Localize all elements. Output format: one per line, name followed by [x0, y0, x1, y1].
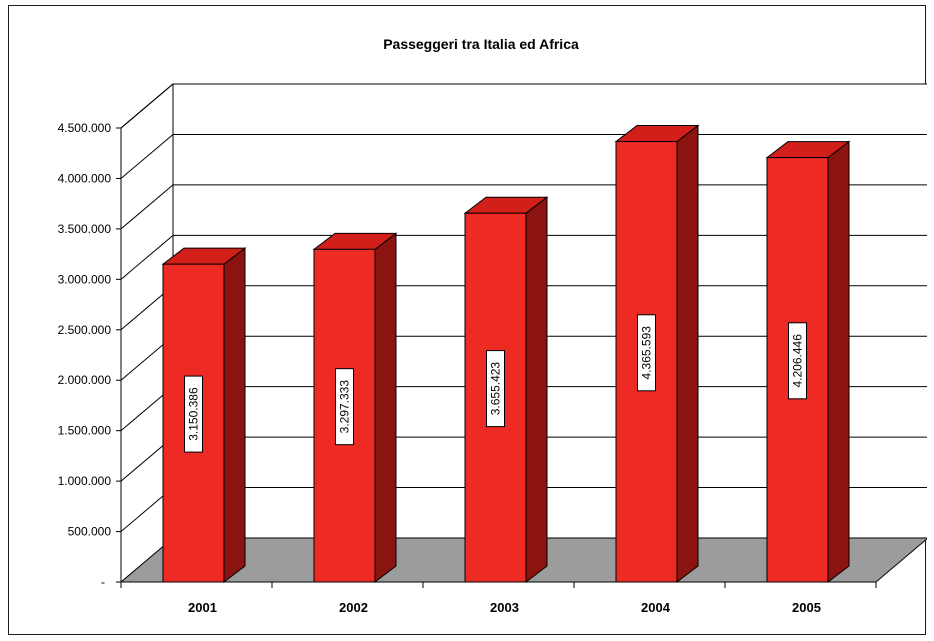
bar-side [525, 196, 548, 584]
bar-side [676, 124, 699, 584]
data-label-box [788, 322, 807, 400]
x-tick-labels: 2001 2002 2003 2004 2005 [188, 600, 821, 615]
bar-2003 [463, 196, 549, 584]
y-tick-label: 3.500.000 [58, 222, 112, 236]
bar-side [223, 247, 246, 584]
data-label-text: 3.655.423 [489, 362, 503, 416]
x-tick-label: 2002 [339, 600, 368, 615]
data-label-text: 3.297.333 [338, 380, 352, 434]
chart-title: Passeggeri tra Italia ed Africa [383, 36, 579, 52]
bar-side [827, 140, 850, 584]
y-tick-label: 2.500.000 [58, 323, 112, 337]
chart-frame: - 500.000 1.000.000 1.500.000 2.000.000 2.500… [8, 5, 927, 635]
data-label-text: 3.150.386 [187, 387, 201, 441]
data-label-box [486, 350, 505, 428]
data-label-box [184, 375, 203, 453]
bar-2002 [312, 232, 398, 584]
data-label: 3.150.386 [184, 375, 203, 453]
y-tick-label: 1.000.000 [58, 474, 112, 488]
gridline-side [120, 83, 174, 129]
y-tick-label: 500.000 [68, 525, 112, 539]
gridline-side [120, 134, 174, 179]
bar-2001 [161, 247, 247, 584]
data-labels: 3.150.386 3.297.333 3.655.423 4.365.593 4.20… [184, 314, 807, 453]
x-tick-label: 2001 [188, 600, 217, 615]
bar-chart-3d: - 500.000 1.000.000 1.500.000 2.000.000 2.500… [58, 36, 927, 615]
x-tick-label: 2004 [641, 600, 671, 615]
data-label: 3.297.333 [335, 368, 354, 446]
gridline-side [120, 234, 174, 280]
data-label-text: 4.206.446 [791, 334, 805, 388]
data-label-text: 4.365.593 [640, 326, 654, 380]
bar-side [374, 232, 397, 584]
y-tick-label: 4.500.000 [58, 121, 112, 135]
x-tick-label: 2005 [792, 600, 821, 615]
axes [116, 127, 877, 588]
data-label: 4.206.446 [788, 322, 807, 400]
bar-2004 [614, 124, 700, 584]
gridline-side [120, 184, 174, 230]
bar-2005 [765, 140, 851, 584]
data-label-box [637, 314, 656, 392]
data-label-box [335, 368, 354, 446]
data-label: 4.365.593 [637, 314, 656, 392]
data-label: 3.655.423 [486, 350, 505, 428]
y-tick-label: - [101, 575, 105, 589]
y-tick-labels: - 500.000 1.000.000 1.500.000 2.000.000 2.500… [58, 121, 112, 589]
y-tick-label: 1.500.000 [58, 424, 112, 438]
y-tick-label: 4.000.000 [58, 171, 112, 185]
y-tick-label: 3.000.000 [58, 272, 112, 286]
y-tick-label: 2.000.000 [58, 373, 112, 387]
x-tick-label: 2003 [490, 600, 519, 615]
